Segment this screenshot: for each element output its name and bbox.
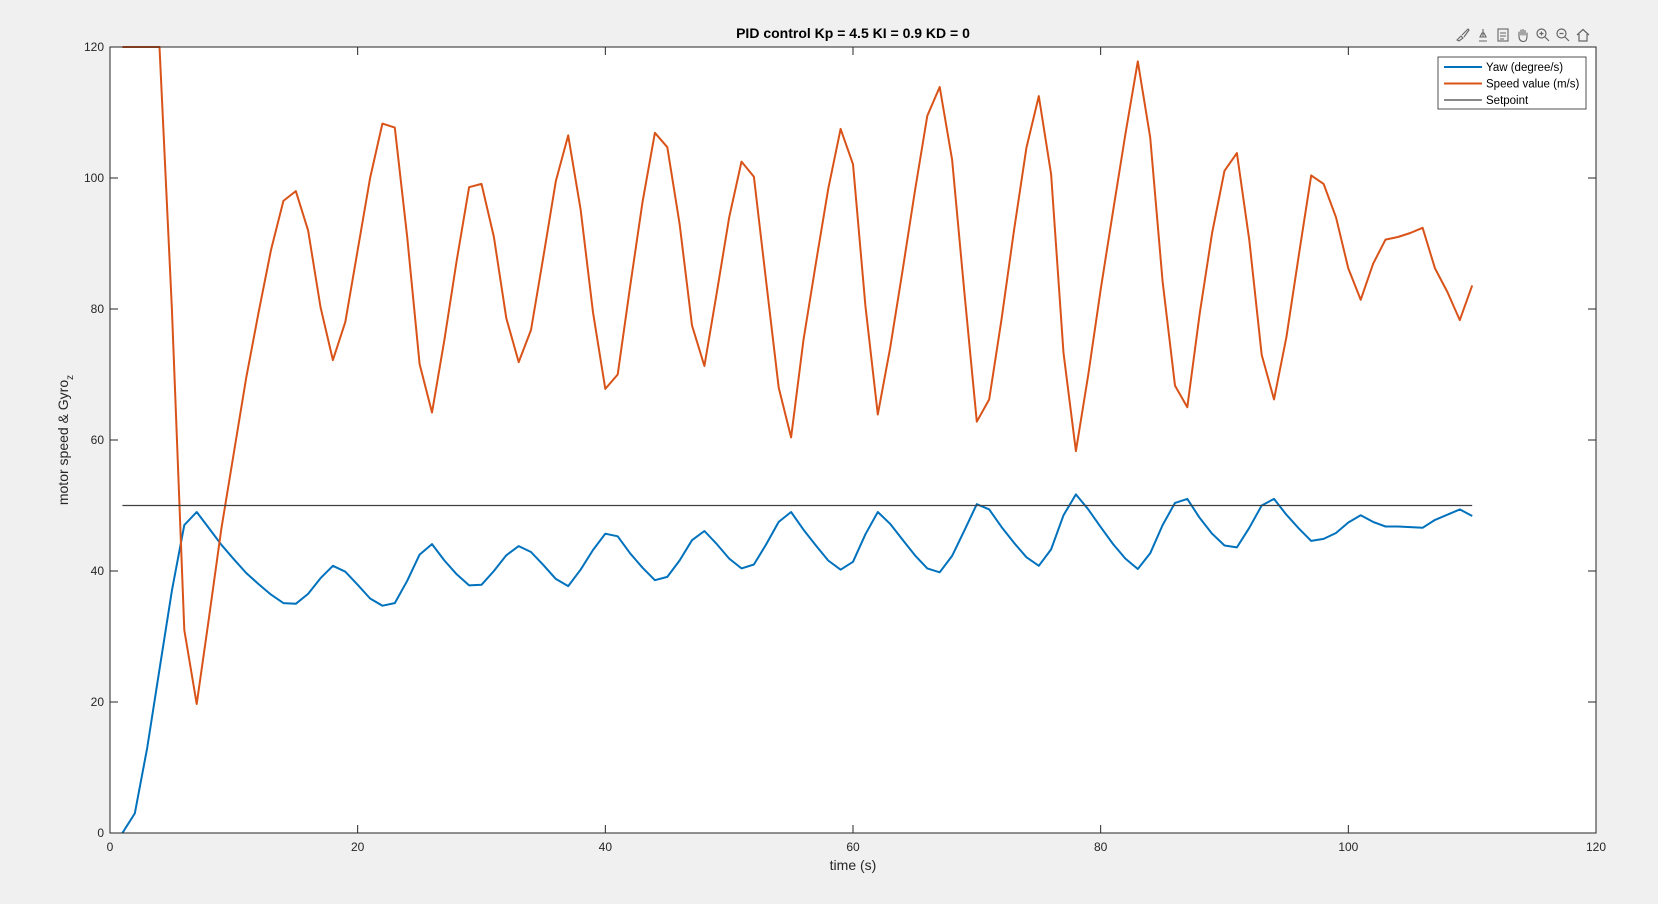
y-tick-label: 80 [91,302,105,316]
export-icon[interactable] [1494,26,1512,44]
series-line-1 [121,493,1473,834]
axes-background [110,47,1596,833]
pan-icon[interactable] [1514,26,1532,44]
axes-box [109,46,1597,834]
series-layer [121,46,1474,834]
zoom-in-icon[interactable] [1534,26,1552,44]
x-tick-label: 80 [1094,840,1108,854]
legend-box [1437,56,1587,110]
x-tick-label: 40 [599,840,613,854]
y-tick-label: 100 [84,171,104,185]
x-tick-label: 0 [107,840,114,854]
y-tick-label: 120 [84,40,104,54]
home-icon[interactable] [1574,26,1592,44]
axes-toolbar [1454,24,1592,46]
y-axis-label: motor speed & Gyroz [55,375,76,505]
legend-label-3: Setpoint [1486,95,1529,107]
legend-label-2: Speed value (m/s) [1486,79,1579,91]
x-tick-label: 20 [351,840,365,854]
zoom-out-icon[interactable] [1554,26,1572,44]
data-tips-icon[interactable] [1474,26,1492,44]
legend-entries: Yaw (degree/s) Speed value (m/s) Setpoint [1444,62,1579,107]
y-axis-label-main: motor speed & Gyro [55,380,71,505]
y-tick-label: 60 [91,433,105,447]
x-tick-label: 60 [846,840,860,854]
brush-icon[interactable] [1454,26,1472,44]
y-tick-label: 0 [97,826,104,840]
tick-layer: 0 20 40 60 80 100 120 0 20 40 60 80 100 120 [84,40,1606,854]
x-tick-label: 100 [1338,840,1358,854]
legend[interactable]: Yaw (degree/s) Speed value (m/s) Setpoint [1437,56,1587,110]
legend-label-1: Yaw (degree/s) [1486,62,1563,74]
chart-title: PID control Kp = 4.5 KI = 0.9 KD = 0 [736,25,970,41]
x-tick-label: 120 [1586,840,1606,854]
y-axis-label-sub: z [65,375,76,380]
series-line-2 [122,46,1474,705]
y-axis-label-group: motor speed & Gyroz [55,375,76,505]
y-tick-label: 40 [91,564,105,578]
y-tick-label: 20 [91,695,105,709]
x-axis-label: time (s) [830,857,877,873]
